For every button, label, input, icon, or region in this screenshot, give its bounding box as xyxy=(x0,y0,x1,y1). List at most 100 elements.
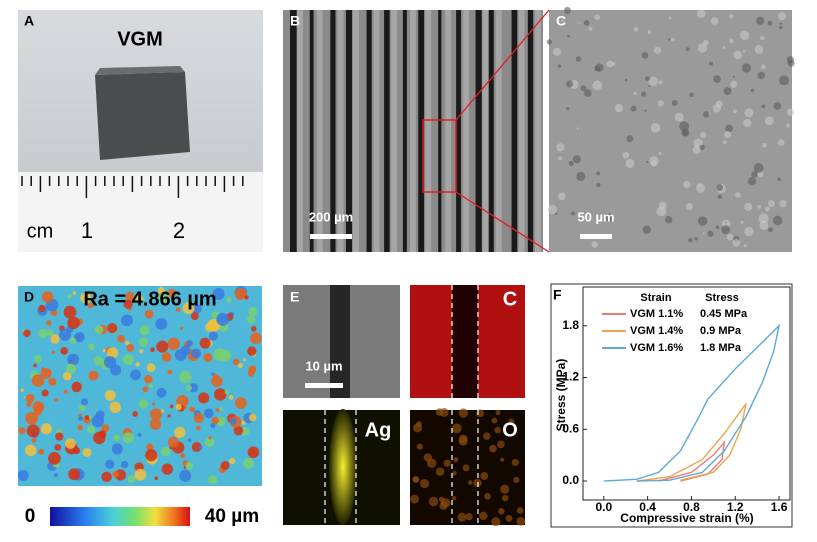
blob xyxy=(247,315,256,324)
dot xyxy=(443,459,451,467)
blob xyxy=(248,413,257,422)
blob xyxy=(101,471,112,483)
x-tick-label: 1.2 xyxy=(727,500,744,514)
legend-name: VGM 1.6% xyxy=(630,342,683,354)
blob xyxy=(186,384,192,391)
grain xyxy=(785,123,791,128)
grain xyxy=(624,78,628,82)
blob xyxy=(208,331,219,341)
ridge xyxy=(495,10,502,252)
blob xyxy=(78,404,86,412)
blob xyxy=(160,409,165,413)
oxygen-dots xyxy=(410,408,526,527)
blob xyxy=(88,370,99,381)
grain xyxy=(777,12,787,21)
ridge xyxy=(391,10,398,252)
blob xyxy=(185,461,194,470)
grain xyxy=(724,131,732,139)
blob xyxy=(146,363,156,373)
map-label: Ag xyxy=(365,419,392,441)
blob xyxy=(230,417,237,425)
blob xyxy=(105,459,115,469)
grain xyxy=(773,102,782,110)
dot xyxy=(465,513,473,521)
grain xyxy=(723,87,732,95)
legend-header: Strain xyxy=(640,292,671,304)
grain xyxy=(744,226,754,237)
blob xyxy=(106,347,119,359)
blob xyxy=(248,307,258,317)
panel-d: D Ra = 4.866 µm 0 40 µm xyxy=(17,285,262,527)
roughness-value: Ra = 4.866 µm xyxy=(83,288,216,310)
blob xyxy=(125,291,135,302)
grain xyxy=(578,21,581,24)
grain xyxy=(576,127,579,130)
grain xyxy=(557,64,562,68)
grain xyxy=(767,20,773,26)
grain xyxy=(732,75,735,78)
grain xyxy=(671,99,678,106)
scale-bar xyxy=(580,234,612,239)
blob xyxy=(112,470,120,478)
blob xyxy=(63,389,68,394)
ruler-ticks xyxy=(21,176,244,198)
blob xyxy=(87,425,96,434)
dot xyxy=(438,496,445,503)
sample-top xyxy=(95,66,185,75)
blob xyxy=(188,383,199,393)
dot xyxy=(491,517,501,527)
grain xyxy=(547,205,558,215)
blob xyxy=(232,358,240,366)
stripe xyxy=(488,10,494,252)
grain xyxy=(742,50,746,53)
y-tick-label: 1.2 xyxy=(562,370,579,384)
blob xyxy=(139,349,144,354)
grain xyxy=(633,26,639,32)
blob xyxy=(161,463,173,475)
blob xyxy=(169,404,174,409)
blob xyxy=(111,443,123,455)
y-tick-label: 0.0 xyxy=(562,473,579,487)
blob xyxy=(25,393,35,403)
blob xyxy=(216,312,230,326)
blob xyxy=(142,386,149,393)
grain xyxy=(700,131,707,138)
grain xyxy=(564,6,571,14)
dot xyxy=(502,494,509,502)
blob xyxy=(120,460,129,469)
blob xyxy=(80,292,92,304)
silver-signal xyxy=(329,409,357,525)
blob xyxy=(54,397,59,402)
blob xyxy=(117,334,126,343)
panel-label: C xyxy=(556,13,566,29)
grain xyxy=(725,124,733,133)
blob xyxy=(208,436,212,440)
grain xyxy=(642,225,651,234)
stripe xyxy=(475,10,482,252)
grain xyxy=(566,106,570,111)
blob xyxy=(102,349,106,353)
blob xyxy=(144,309,154,319)
dot xyxy=(451,495,457,501)
grain xyxy=(733,50,742,60)
grain xyxy=(750,88,755,93)
grain xyxy=(558,156,562,161)
grain xyxy=(560,19,564,23)
grain xyxy=(764,116,774,126)
blob xyxy=(54,443,62,451)
grain xyxy=(756,16,765,25)
grain xyxy=(697,9,706,19)
grain xyxy=(743,118,752,128)
grain xyxy=(757,71,766,80)
grain xyxy=(722,45,726,49)
grain xyxy=(715,100,723,108)
stripe xyxy=(527,10,534,252)
blob xyxy=(40,423,52,435)
blob xyxy=(211,416,219,425)
blob xyxy=(130,369,141,381)
grain xyxy=(583,19,590,26)
grain xyxy=(768,227,774,233)
grain xyxy=(716,184,724,191)
stripe xyxy=(290,10,297,252)
grain xyxy=(575,56,582,62)
